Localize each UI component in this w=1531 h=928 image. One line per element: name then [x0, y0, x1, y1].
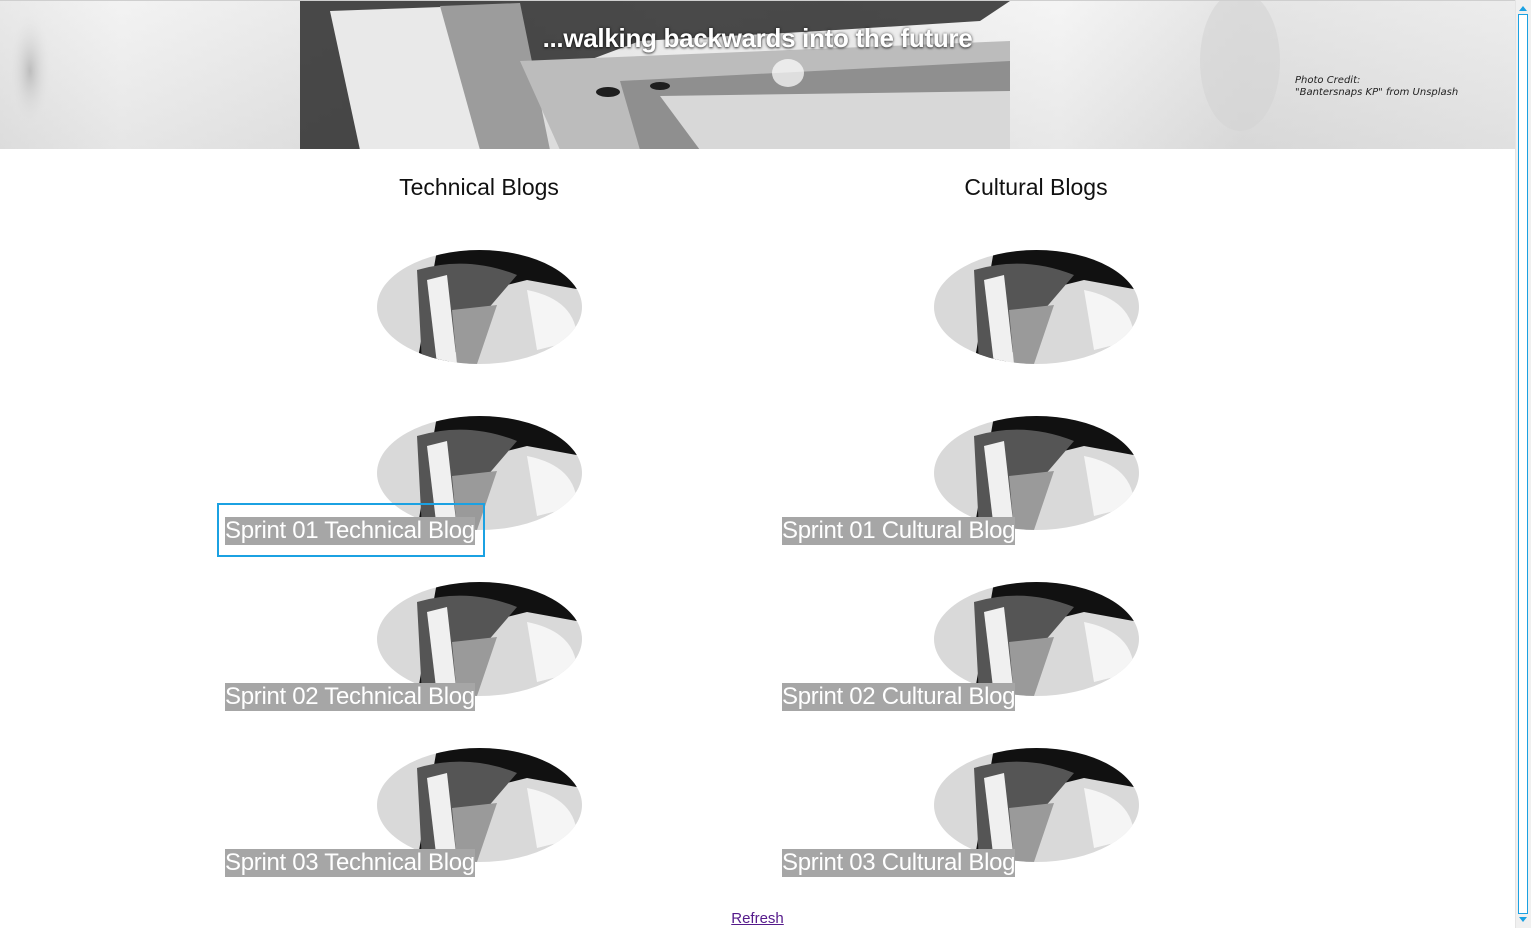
scroll-down-arrow-icon[interactable] [1519, 917, 1527, 922]
header-banner: ...walking backwards into the future Pho… [0, 0, 1515, 149]
sprint-02-cultural-blog-link[interactable]: Sprint 02 Cultural Blog [782, 683, 1016, 711]
photo-credit: Photo Credit: "Bantersnaps KP" from Unsp… [1295, 75, 1458, 99]
cultural-header-thumbnail [934, 250, 1139, 364]
scroll-up-arrow-icon[interactable] [1519, 6, 1527, 11]
sprint-02-cultural-thumbnail[interactable] [934, 582, 1139, 696]
sprint-01-technical-thumbnail[interactable] [377, 416, 582, 530]
technical-blogs-heading: Technical Blogs [399, 174, 559, 200]
refresh-link[interactable]: Refresh [731, 910, 784, 927]
photo-credit-source: "Bantersnaps KP" from Unsplash [1295, 87, 1459, 98]
sprint-02-technical-thumbnail[interactable] [377, 582, 582, 696]
scrollbar-thumb[interactable] [1518, 14, 1528, 914]
sprint-03-cultural-blog-link[interactable]: Sprint 03 Cultural Blog [782, 849, 1016, 877]
cultural-blogs-heading: Cultural Blogs [964, 174, 1108, 200]
site-tagline: ...walking backwards into the future [542, 23, 973, 53]
sprint-03-cultural-thumbnail[interactable] [934, 748, 1139, 862]
sprint-02-technical-blog-link[interactable]: Sprint 02 Technical Blog [225, 683, 475, 711]
sprint-03-technical-blog-link[interactable]: Sprint 03 Technical Blog [225, 849, 475, 877]
photo-credit-title: Photo Credit: [1295, 75, 1361, 86]
sprint-03-technical-thumbnail[interactable] [377, 748, 582, 862]
vertical-scrollbar[interactable] [1515, 0, 1531, 928]
sprint-01-technical-blog-link[interactable]: Sprint 01 Technical Blog [225, 517, 475, 545]
sprint-01-cultural-blog-link[interactable]: Sprint 01 Cultural Blog [782, 517, 1016, 545]
sprint-01-cultural-thumbnail[interactable] [934, 416, 1139, 530]
technical-header-thumbnail [377, 250, 582, 364]
road-mirror-banner-image [0, 1, 1515, 149]
